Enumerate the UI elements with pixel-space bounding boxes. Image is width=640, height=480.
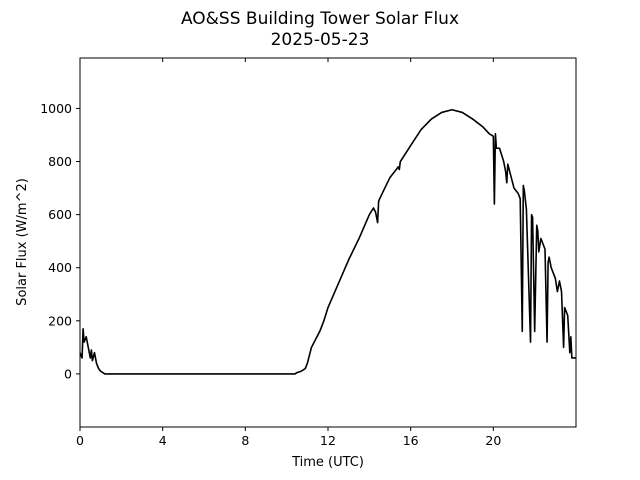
y-tick-label: 200: [48, 313, 72, 328]
plot-frame: [79, 57, 577, 428]
x-tick-label: 0: [76, 433, 84, 448]
series-line-0: [79, 108, 576, 375]
y-tick-label: 0: [64, 366, 72, 381]
y-axis: 0 200 400 600 800 1000: [40, 101, 80, 381]
plot-area: [79, 108, 576, 375]
chart-title: AO&SS Building Tower Solar Flux: [181, 9, 459, 29]
x-tick-label: 4: [159, 433, 167, 448]
x-tick-label: 12: [320, 433, 336, 448]
x-axis-label: Time (UTC): [291, 455, 364, 470]
y-tick-label: 800: [48, 154, 72, 169]
y-tick-label: 600: [48, 207, 72, 222]
y-axis-label: Solar Flux (W/m^2): [15, 178, 30, 306]
x-tick-label: 16: [403, 433, 419, 448]
x-tick-label: 20: [485, 433, 501, 448]
x-tick-label: 8: [241, 433, 249, 448]
x-axis: 0 4 8 12 16 20: [76, 58, 501, 448]
y-tick-label: 400: [48, 260, 72, 275]
chart-subtitle: 2025-05-23: [271, 30, 370, 50]
y-tick-label: 1000: [40, 101, 72, 116]
